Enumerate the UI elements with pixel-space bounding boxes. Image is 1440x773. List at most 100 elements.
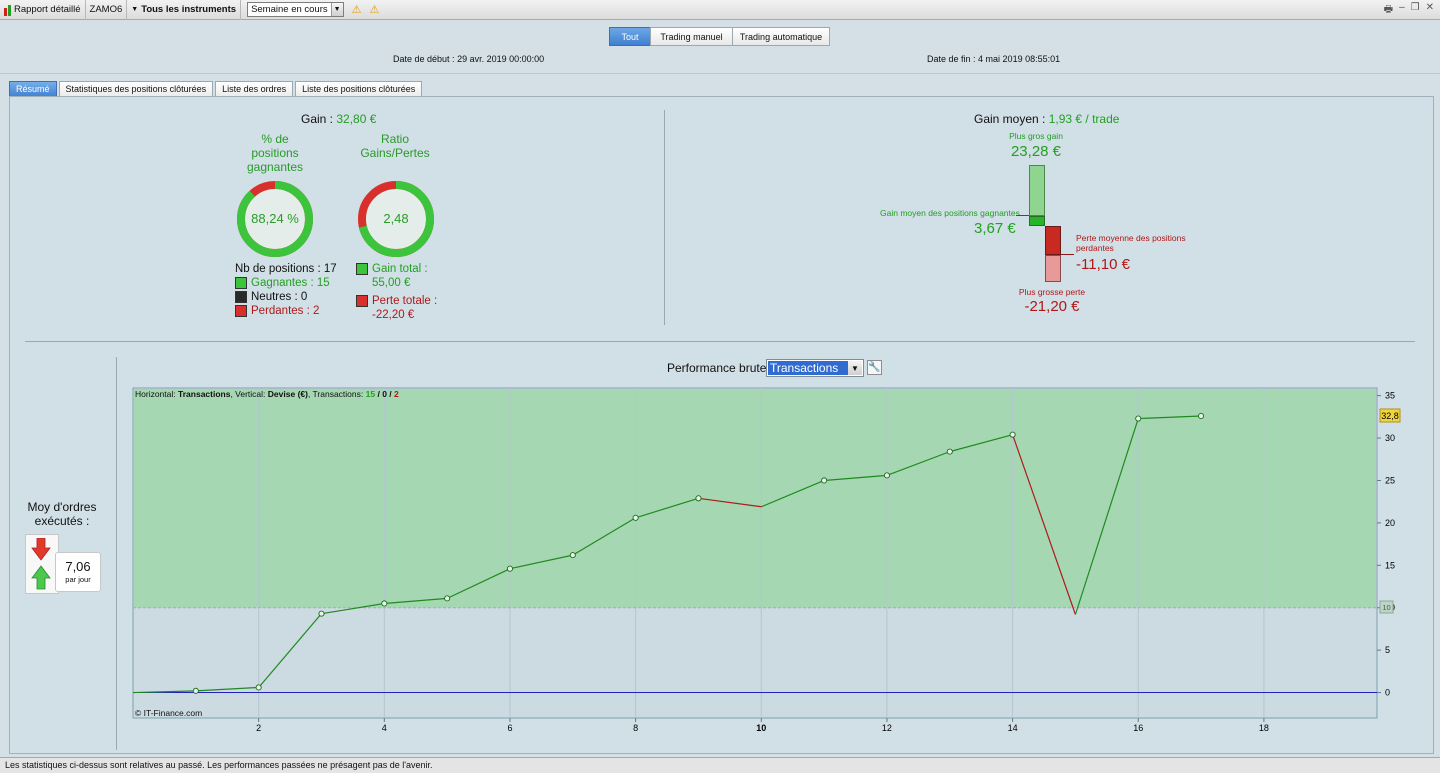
losing-value: 2 [313,305,320,317]
ratio-title: Ratio Gains/Pertes [360,132,430,160]
green-square-icon [235,277,247,289]
biggest-loss-label: Plus grosse perte [1018,287,1086,297]
series-segment [446,568,511,599]
mode-switch: Tout Trading manuel Trading automatique [609,27,830,46]
warning-icon[interactable]: ⚠ [369,4,380,16]
y-tick-label: 5 [1385,645,1390,655]
copyright: © IT-Finance.com [135,708,203,718]
orders-value: 7,06 [65,559,91,574]
data-point [569,552,576,559]
vertical-divider [116,357,117,750]
chevron-down-icon: ▼ [848,361,862,375]
ref-value-label: 10 [1382,603,1390,612]
report-button[interactable]: Rapport détaillé [0,0,86,20]
report-label: Rapport détaillé [14,4,81,15]
start-date-label: Date de début : [393,54,455,64]
series-segment [1074,418,1139,615]
wrench-icon[interactable]: 🔧 [867,360,882,375]
winning-value: 15 [316,277,330,289]
donut-center [247,191,303,247]
data-point [444,595,451,602]
minimize-icon[interactable]: ‒ [1399,2,1405,13]
red-square-icon [235,305,247,317]
gain-label: Gain : [301,112,334,126]
avg-loss-label-1: Perte moyenne des positions [1076,233,1186,243]
chevron-down-icon: ▼ [330,3,343,16]
x-tick-label: 12 [882,723,892,733]
gain-summary: Gain : 32,80 € [301,112,376,126]
instruments-label: Tous les instruments [141,4,237,15]
series-segment [698,497,762,508]
orders-card: 7,06 par jour [25,534,101,594]
data-point [255,684,262,691]
tab-orders[interactable]: Liste des ordres [215,81,294,96]
series-segment [949,434,1013,453]
end-date: Date de fin : 4 mai 2019 08:55:01 [927,54,1060,64]
x-tick-label: 16 [1133,723,1143,733]
mode-auto-button[interactable]: Trading automatique [732,27,830,46]
x-tick-label: 14 [1008,723,1018,733]
pct-winning-value: 88,24 % [251,211,299,226]
info-vertical: Devise (€) [267,389,308,399]
series-segment [635,497,699,519]
data-point [318,610,325,617]
avg-gain-bar [1029,216,1045,226]
info-slash: / [386,389,395,399]
series-segment [384,597,448,605]
info-mid: , Vertical: [230,389,266,399]
warning-icon[interactable]: ⚠ [351,4,362,16]
losing-label: Perdantes : [251,305,310,317]
neutral-label: Neutres : [251,291,298,303]
avg-gain-value: 3,67 € [974,220,1016,237]
legend-winning: Gagnantes : 15 [235,277,330,289]
y-tick-label: 0 [1385,688,1390,698]
series-segment [258,613,322,688]
nb-positions-label: Nb de positions : [235,263,321,275]
legend-neutral: Neutres : 0 [235,291,307,303]
restore-icon[interactable]: ❐ [1410,2,1420,13]
vertical-divider [664,110,665,325]
performance-title: Performance brute [667,361,767,375]
gain-moyen: Gain moyen : 1,93 € / trade [974,112,1119,126]
account-label[interactable]: ZAMO6 [86,0,128,20]
period-value: Semaine en cours [251,4,328,15]
data-point [946,448,953,455]
data-point [632,514,639,521]
avg-loss-value: -11,10 € [1076,256,1130,273]
data-point [192,687,199,694]
y-tick-label: 25 [1385,475,1395,485]
info-horizontal: Transactions [178,389,231,399]
series-segment [321,602,385,615]
series-segment [761,479,825,508]
tab-closed-positions[interactable]: Liste des positions clôturées [295,81,423,96]
print-icon[interactable]: 🖶 [1383,4,1394,15]
tab-bar: Résumé Statistiques des positions clôtur… [9,81,424,96]
legend-loss-total: Perte totale : [356,295,437,307]
avg-gain-label: Gain moyen des positions gagnantes [880,208,1020,218]
dropdown-arrow-icon: ▼ [131,6,139,13]
above-reference-fill [134,389,1376,608]
end-date-label: Date de fin : [927,54,976,64]
instruments-dropdown[interactable]: ▼ Tous les instruments [127,0,242,20]
y-tick-label: 35 [1385,391,1395,401]
tab-closed-stats[interactable]: Statistiques des positions clôturées [58,81,214,96]
info-slash: / [375,389,383,399]
data-point [695,495,702,502]
neutral-value: 0 [300,291,308,303]
start-date-value: 29 avr. 2019 00:00:00 [457,54,545,64]
performance-select-value: Transactions [768,361,848,375]
end-date-value: 4 mai 2019 08:55:01 [978,54,1061,64]
legend-gain-total: Gain total : [356,263,428,275]
avg-loss-pointer [1061,254,1074,255]
data-point [883,472,890,479]
y-tick-label: 30 [1385,433,1395,443]
avg-gain-pointer [1016,215,1029,216]
tab-resume[interactable]: Résumé [9,81,57,96]
close-icon[interactable]: ✕ [1425,2,1434,13]
period-select[interactable]: Semaine en cours ▼ [247,2,344,17]
performance-select[interactable]: Transactions ▼ [766,359,864,377]
avg-loss-label-2: perdantes [1076,243,1114,253]
orders-title: Moy d'ordres exécutés : [20,500,104,528]
nb-positions: Nb de positions : 17 [235,263,337,275]
